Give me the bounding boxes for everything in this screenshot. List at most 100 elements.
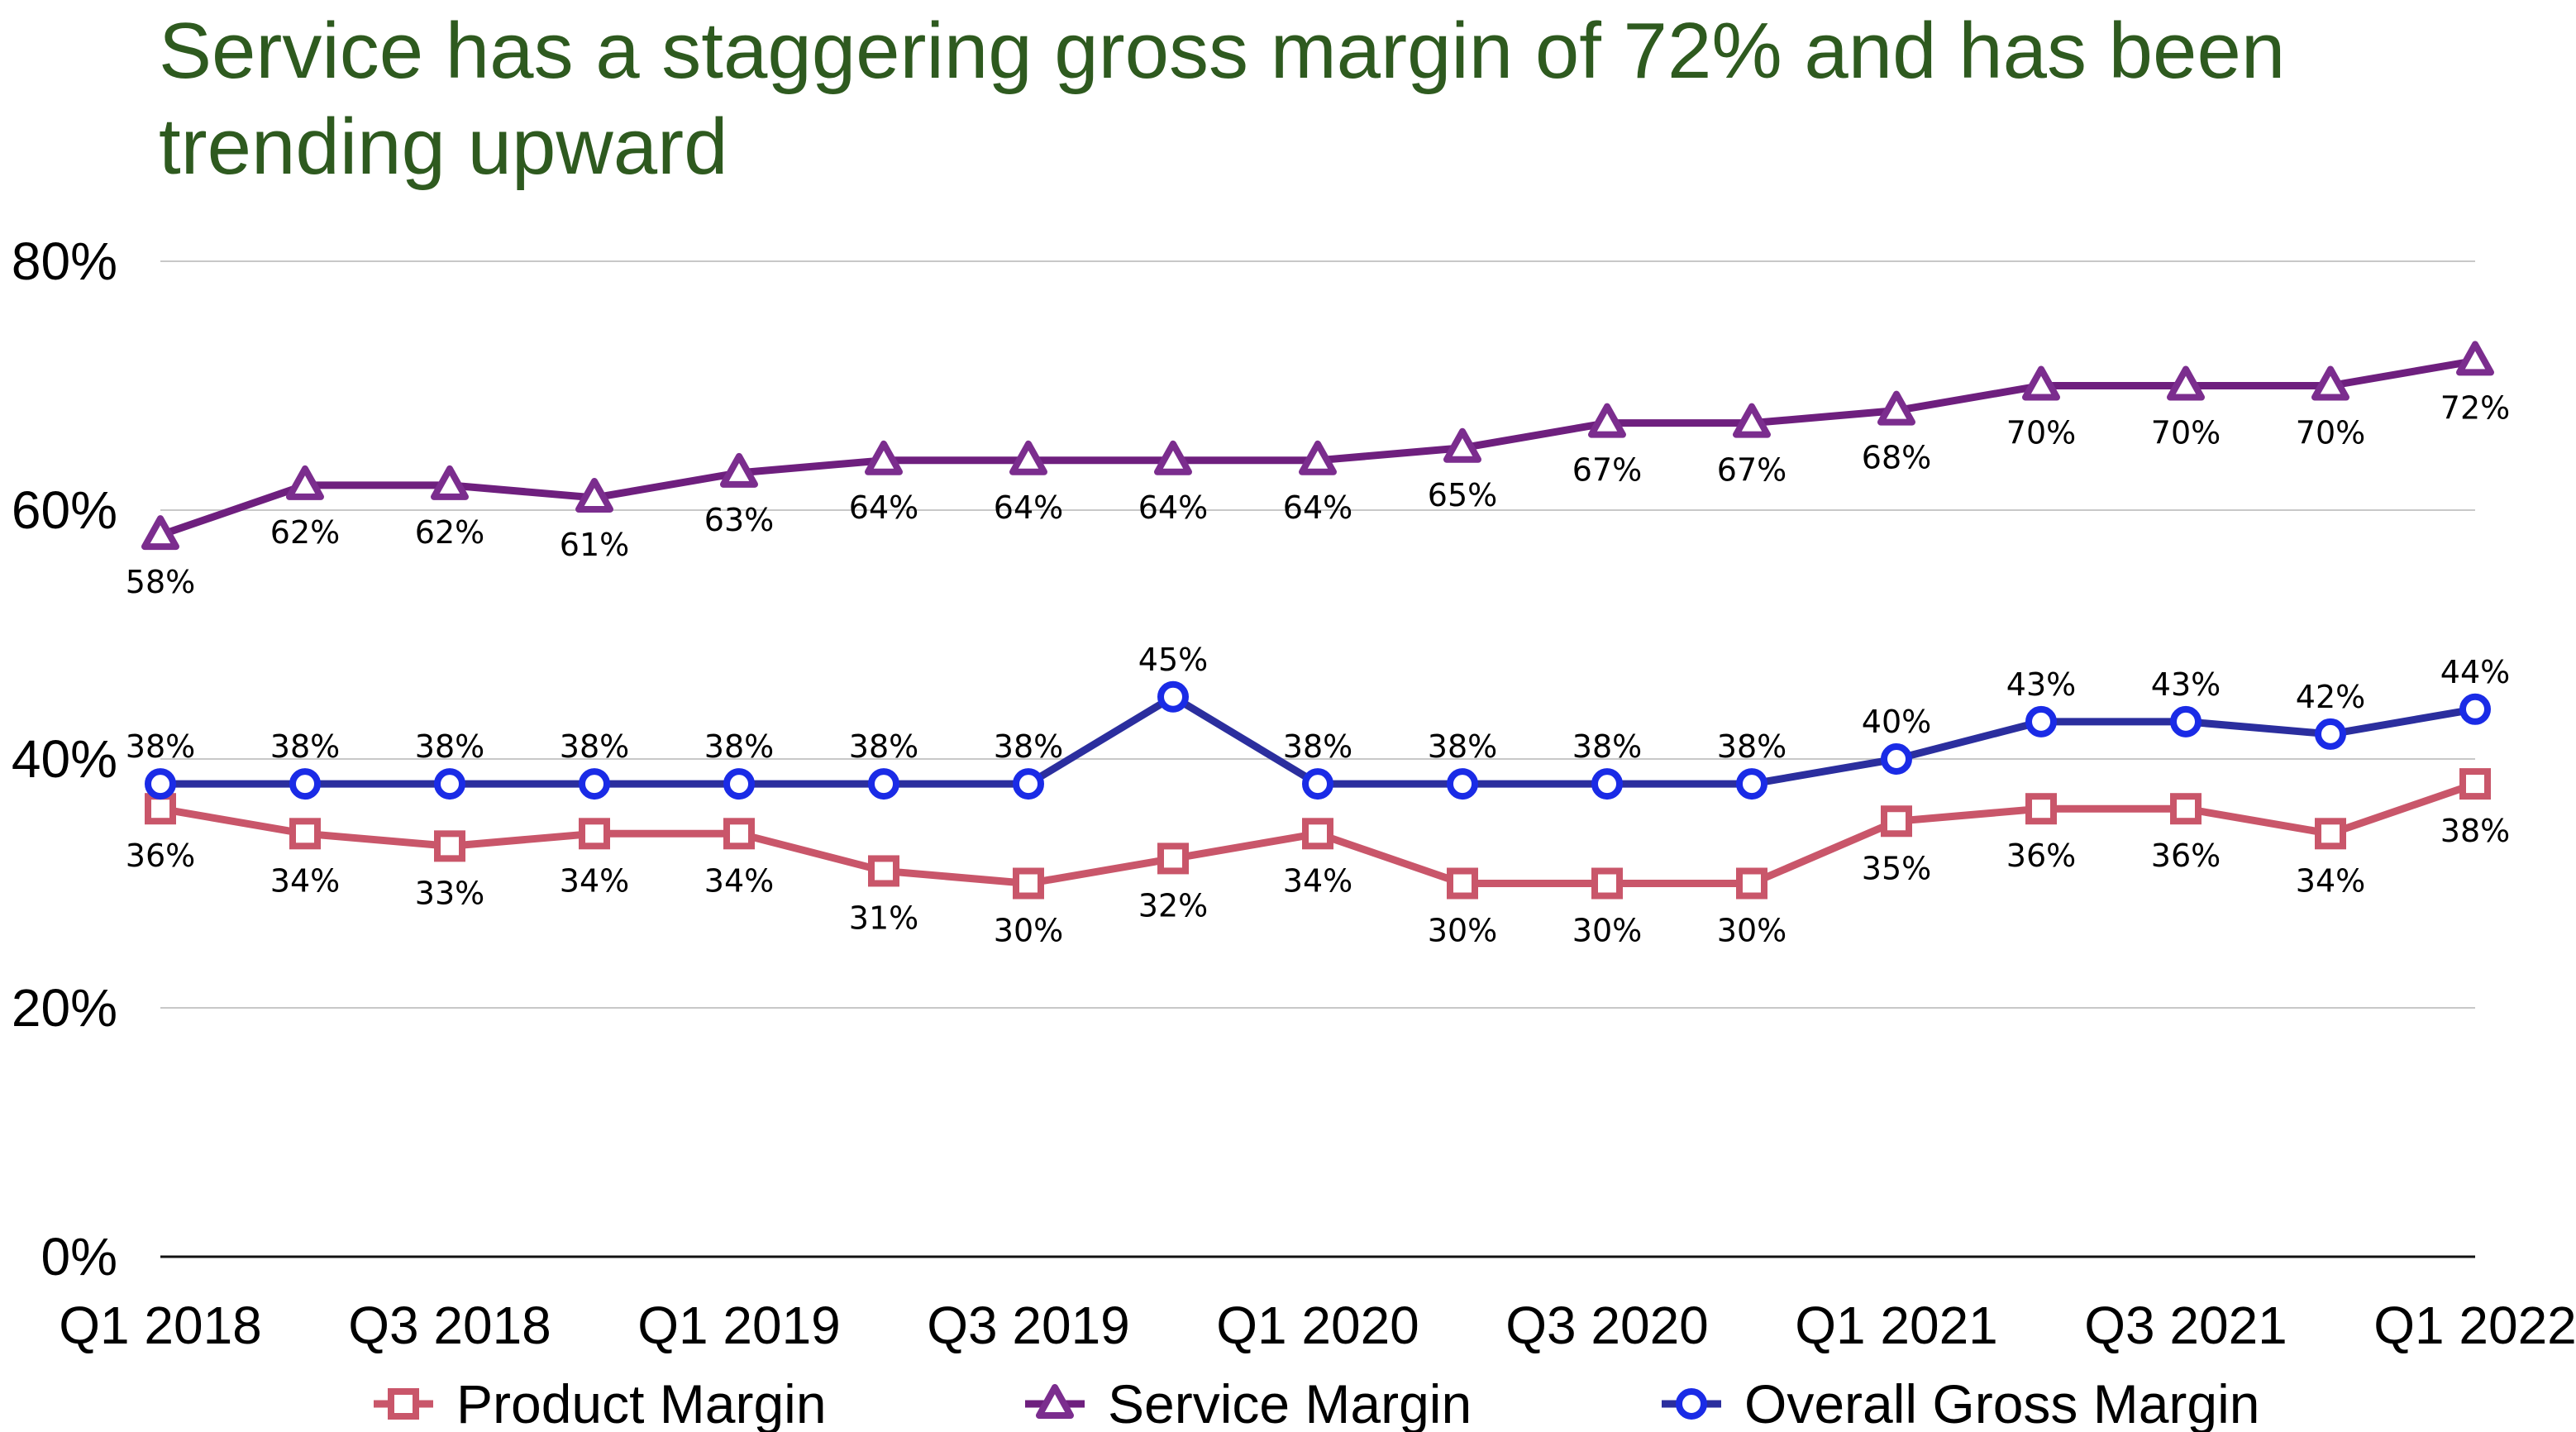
y-tick-label: 60% [12,480,117,540]
data-point [1736,768,1767,800]
data-point [2459,693,2491,725]
data-point [1443,427,1481,463]
x-tick-label: Q1 2019 [637,1296,841,1355]
data-label: 36% [2006,838,2076,874]
y-axis-ticks: 0% 20% 40% 60% 80% [12,232,117,1286]
data-point [2170,793,2202,825]
data-label: 30% [1572,913,1642,949]
series-lines [141,341,2494,900]
y-tick-label: 20% [12,978,117,1038]
data-point [1447,867,1478,900]
data-point [2022,365,2060,401]
legend-item-product-margin: Product Margin [374,1373,827,1432]
data-point [434,830,465,862]
data-point [141,515,179,551]
data-label: 58% [126,564,195,600]
x-tick-label: Q3 2018 [348,1296,551,1355]
data-point [1591,768,1623,800]
data-point [286,465,324,500]
data-label: 45% [1138,642,1208,678]
data-point [2459,768,2491,800]
legend-label: Service Margin [1108,1373,1472,1432]
data-point [723,818,755,850]
data-label: 38% [126,728,195,765]
y-tick-label: 0% [41,1227,118,1286]
data-label: 64% [994,489,1063,526]
legend-marker [1036,1384,1074,1419]
data-label: 43% [2151,666,2221,703]
data-point [1157,842,1189,875]
gridlines [160,260,2475,1258]
data-label: 33% [415,875,484,911]
data-point [1881,743,1912,775]
x-axis-ticks: Q1 2018 Q3 2018 Q1 2019 Q3 2019 Q1 2020 Q3 20… [59,1296,2576,1355]
data-label: 36% [2151,838,2221,874]
data-point [1736,867,1767,900]
data-label: 34% [704,862,774,899]
legend-marker [388,1388,419,1420]
data-point [868,768,899,800]
data-point [2025,793,2057,825]
data-point [1447,768,1478,800]
chart-title: Service has a staggering gross margin of… [159,7,2286,191]
data-label: 70% [2151,415,2221,451]
data-point [2025,705,2057,737]
data-point [1013,867,1044,900]
data-point [289,768,321,800]
data-point [868,855,899,887]
x-tick-label: Q1 2021 [1795,1296,1998,1355]
data-label: 38% [849,728,918,765]
x-tick-label: Q3 2019 [927,1296,1130,1355]
data-label: 38% [1572,728,1642,765]
data-label: 64% [1283,489,1352,526]
data-point [720,452,758,488]
y-tick-label: 80% [12,232,117,291]
data-label: 44% [2440,654,2510,690]
data-label: 34% [1283,862,1352,899]
data-label: 64% [849,489,918,526]
data-point [723,768,755,800]
x-tick-label: Q1 2020 [1216,1296,1419,1355]
data-label: 64% [1138,489,1208,526]
data-label: 38% [270,728,340,765]
legend-label: Overall Gross Margin [1744,1373,2260,1432]
data-label: 42% [2296,679,2365,715]
data-point [1588,403,1626,438]
data-label: 38% [1428,728,1497,765]
data-point [579,768,610,800]
x-tick-label: Q3 2020 [1505,1296,1709,1355]
data-label: 67% [1572,452,1642,489]
data-point [1009,440,1047,475]
data-label: 36% [126,838,195,874]
data-label: 38% [2440,813,2510,849]
legend-item-overall-gross-margin: Overall Gross Margin [1662,1373,2260,1432]
x-tick-label: Q1 2018 [59,1296,262,1355]
data-point [1157,680,1189,713]
data-label: 34% [560,862,629,899]
data-point [1881,805,1912,838]
data-label: 38% [415,728,484,765]
data-label: 70% [2006,415,2076,451]
legend-marker [1676,1388,1707,1420]
data-point [289,818,321,850]
data-point [2170,705,2202,737]
data-label: 34% [2296,862,2365,899]
data-label: 38% [704,728,774,765]
data-label: 38% [1717,728,1787,765]
data-point [1013,768,1044,800]
data-label: 43% [2006,666,2076,703]
legend-label: Product Margin [456,1373,827,1432]
data-point [2315,718,2346,750]
data-label: 30% [1717,913,1787,949]
data-label: 35% [1862,850,1931,886]
data-point [2311,365,2349,401]
data-label: 67% [1717,452,1787,489]
data-point [579,818,610,850]
data-labels: 36% 34% 33% 34% 34% 31% 30% 32% 34% 30% 30% 30% 35% 3… [126,389,2510,948]
data-label: 62% [270,514,340,551]
data-point [434,768,465,800]
data-point [1299,440,1337,475]
data-label: 70% [2296,415,2365,451]
x-tick-label: Q1 2022 [2373,1296,2576,1355]
data-point [1154,440,1192,475]
